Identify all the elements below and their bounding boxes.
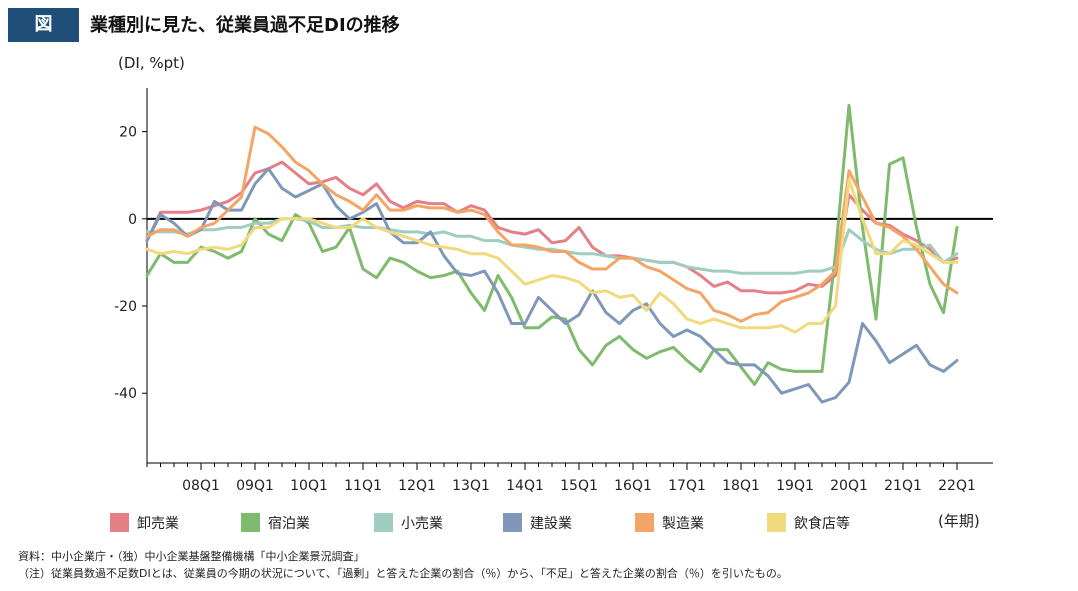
x-tick-label: 20Q1: [830, 478, 868, 494]
x-tick-label: 16Q1: [614, 478, 652, 494]
series-line: [145, 103, 959, 386]
x-tick-label: 14Q1: [506, 478, 544, 494]
y-tick-label: -20: [114, 299, 137, 315]
legend-swatch: [241, 513, 260, 532]
chart-notes: 資料：中小企業庁・（独）中小企業基盤整備機構「中小企業景況調査」 （注）従業員数…: [18, 548, 788, 582]
legend-swatch: [767, 513, 786, 532]
series-line: [145, 160, 959, 295]
legend-item: 建設業: [503, 512, 572, 536]
chart-legend: 卸売業 宿泊業 小売業 建設業 製造業 飲食店等: [110, 512, 910, 536]
legend-label: 小売業: [401, 516, 443, 532]
series-line: [145, 125, 959, 323]
legend-label: 飲食店等: [794, 516, 850, 532]
legend-item: 飲食店等: [767, 512, 850, 536]
x-tick-label: 10Q1: [290, 478, 328, 494]
x-tick-label: 13Q1: [452, 478, 490, 494]
legend-swatch: [110, 513, 129, 532]
legend-swatch: [374, 513, 393, 532]
legend-swatch: [635, 513, 654, 532]
x-tick-label: 11Q1: [344, 478, 382, 494]
series-line: [145, 167, 959, 404]
figure-tag: 図: [8, 8, 79, 42]
source-note: 資料：中小企業庁・（独）中小企業基盤整備機構「中小企業景況調査」: [18, 550, 365, 563]
definition-note: （注）従業員数過不足数DIとは、従業員の今期の状況について、「過剰」と答えた企業…: [18, 567, 788, 580]
x-axis-unit: (年期): [938, 512, 980, 530]
legend-label: 卸売業: [137, 516, 179, 532]
legend-item: 小売業: [374, 512, 443, 536]
legend-swatch: [503, 513, 522, 532]
x-tick-label: 12Q1: [398, 478, 436, 494]
figure-header: 図 業種別に見た、従業員過不足DIの推移: [0, 8, 1078, 42]
y-axis-title: (DI, %pt): [118, 54, 185, 72]
y-tick-label: 0: [128, 212, 137, 228]
legend-item: 製造業: [635, 512, 704, 536]
legend-label: 製造業: [662, 516, 704, 532]
legend-label: 宿泊業: [268, 516, 310, 532]
x-tick-label: 08Q1: [182, 478, 220, 494]
x-tick-label: 22Q1: [938, 478, 976, 494]
x-tick-label: 21Q1: [884, 478, 922, 494]
x-tick-label: 15Q1: [560, 478, 598, 494]
legend-label: 建設業: [530, 516, 572, 532]
page-title: 業種別に見た、従業員過不足DIの推移: [90, 15, 400, 36]
legend-item: 卸売業: [110, 512, 179, 536]
x-tick-label: 18Q1: [722, 478, 760, 494]
series-line: [145, 178, 959, 334]
x-tick-label: 17Q1: [668, 478, 706, 494]
legend-item: 宿泊業: [241, 512, 310, 536]
x-tick-label: 09Q1: [236, 478, 274, 494]
x-tick-label: 19Q1: [776, 478, 814, 494]
y-tick-label: -40: [114, 386, 137, 402]
y-tick-label: 20: [119, 125, 137, 141]
